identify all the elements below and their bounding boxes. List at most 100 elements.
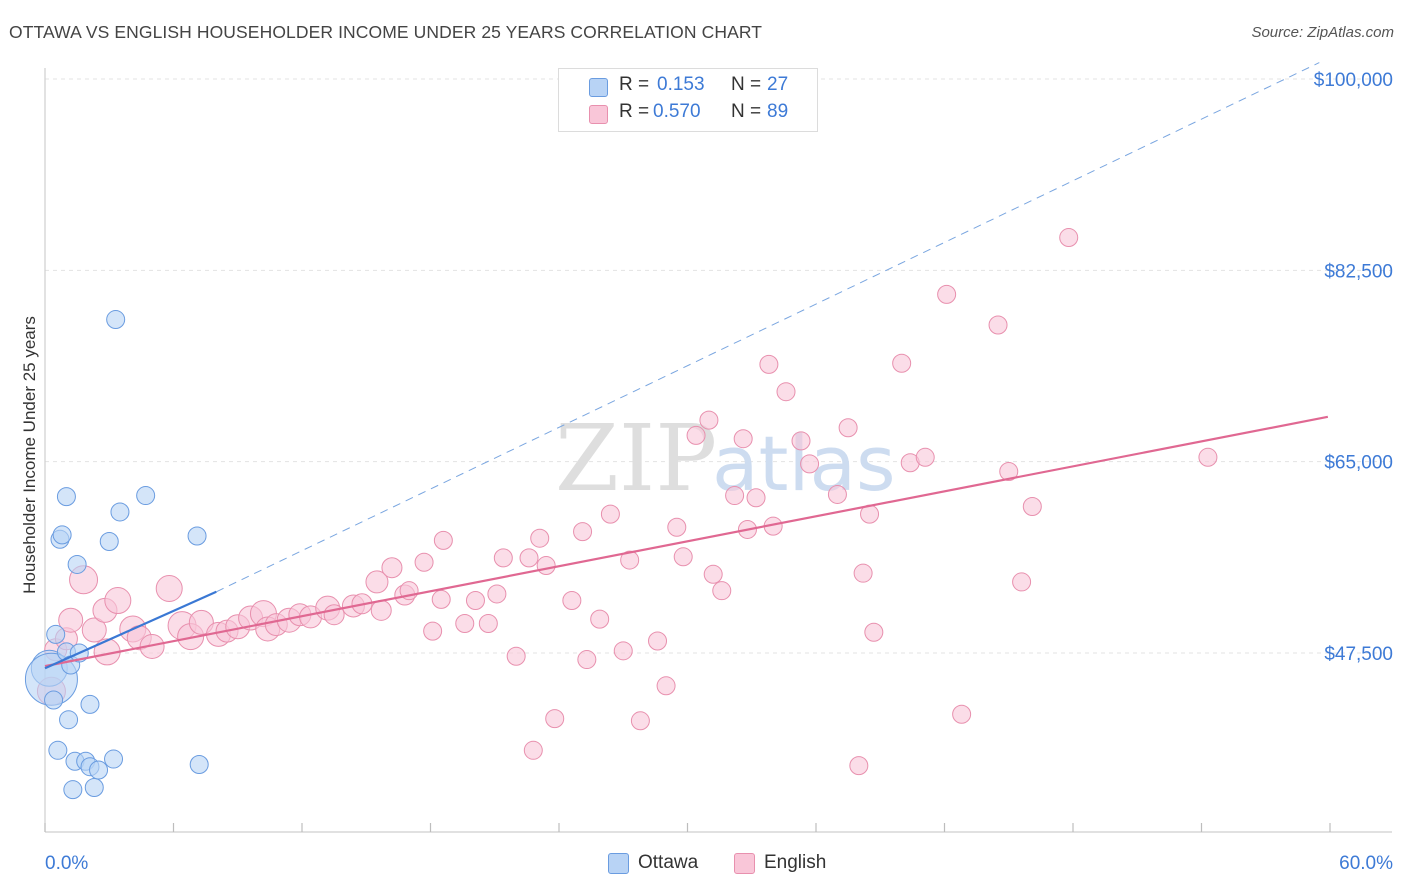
y-tick-label: $82,500 [1324,261,1393,282]
ottawa-point [80,694,100,714]
english-point [370,599,392,621]
ottawa-point [59,710,79,730]
ottawa-point [99,531,119,551]
y-tick-label: $47,500 [1324,644,1393,665]
english-swatch [734,853,755,874]
y-tick-label: $100,000 [1314,70,1393,91]
ottawa-point [136,486,156,506]
watermark-zip: ZIP [555,405,717,512]
english-point [1059,228,1079,248]
ottawa-swatch [608,853,629,874]
english-point [536,556,556,576]
english-trendline [44,415,1329,668]
english-point [562,591,582,611]
ottawa-point [44,690,64,710]
english-point [365,570,389,594]
ottawa-point [63,780,83,800]
y-tick-label: $65,000 [1324,453,1393,474]
legend-n-value: 89 [767,101,789,122]
english-point [746,488,766,508]
legend-r-label: R = [619,74,650,95]
english-point [81,617,107,643]
legend-r-label: R = [619,101,650,122]
english-point [613,641,633,661]
english-point [673,547,693,567]
english-point [667,517,687,537]
y-axis-label: Householder Income Under 25 years [20,316,39,594]
ottawa-point [187,526,207,546]
english-point [988,315,1008,335]
english-point [864,622,884,642]
ottawa-point [46,624,66,644]
legend-row-ottawa: R = 0.153 N = 27 [559,74,817,100]
bottom-legend-label: Ottawa [638,852,699,873]
english-point [838,418,858,438]
bottom-legend-label: English [764,852,827,873]
english-point [493,548,513,568]
english-point [139,633,165,659]
english-point [530,528,550,548]
ottawa-point [52,525,72,545]
english-point [791,431,811,451]
ottawa-point [56,487,76,507]
english-point [915,447,935,467]
english-point [725,486,745,506]
english-point [104,587,132,615]
english-point [573,522,593,542]
english-point [1012,572,1032,592]
tick-labels: $47,500 $65,000 $82,500 $100,000 0.0% 60.0% [45,70,1393,874]
english-point [648,631,668,651]
english-point [506,646,526,666]
ottawa-point [48,740,68,760]
english-point [381,557,403,579]
english-point [423,621,443,641]
english-point [519,548,539,568]
english-point [630,711,650,731]
english-point [827,484,847,504]
english-point [455,613,475,633]
ottawa-point [89,760,109,780]
chart-title: OTTAWA VS ENGLISH HOUSEHOLDER INCOME UND… [9,22,763,42]
english-point [952,704,972,724]
x-tick-label-max: 60.0% [1339,853,1393,874]
english-point [590,609,610,629]
english-point [188,609,214,635]
english-point [699,410,719,430]
legend-n-value: 27 [767,74,789,95]
english-point [58,607,84,633]
english-point [712,581,732,601]
english-point [414,552,434,572]
legend-n-label: N = [731,101,762,122]
legend-r-value: 0.570 [653,101,701,122]
english-point [776,382,796,402]
english-point [800,454,820,474]
ottawa-point [104,749,124,769]
source-label: Source: ZipAtlas.com [1251,24,1394,41]
english-point [620,550,640,570]
ottawa-point [106,310,126,330]
ottawa-point [189,755,209,775]
english-point [600,504,620,524]
legend-n-label: N = [731,74,762,95]
english-point [487,584,507,604]
english-point [1198,447,1218,467]
legend-row-english: R = 0.570 N = 89 [559,101,817,127]
english-point [155,574,183,602]
ottawa-series [24,310,209,800]
grid [45,78,1392,654]
english-point [433,530,453,550]
ottawa-point [110,502,130,522]
ottawa-trendline [44,590,217,670]
x-tick-label-min: 0.0% [45,853,88,874]
english-point [703,564,723,584]
english-swatch [589,105,608,124]
legend-r-value: 0.153 [657,74,705,95]
english-point [999,462,1019,482]
english-point [465,591,485,611]
english-point [733,429,753,449]
english-point [937,284,957,304]
english-point [577,650,597,670]
english-point [431,589,451,609]
english-point [849,756,869,776]
